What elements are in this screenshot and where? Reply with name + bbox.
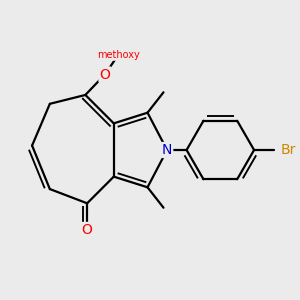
Text: Br: Br [281, 143, 296, 157]
Text: O: O [82, 223, 93, 237]
Text: methoxy: methoxy [97, 50, 140, 60]
Text: N: N [162, 143, 172, 157]
Text: O: O [100, 68, 110, 82]
